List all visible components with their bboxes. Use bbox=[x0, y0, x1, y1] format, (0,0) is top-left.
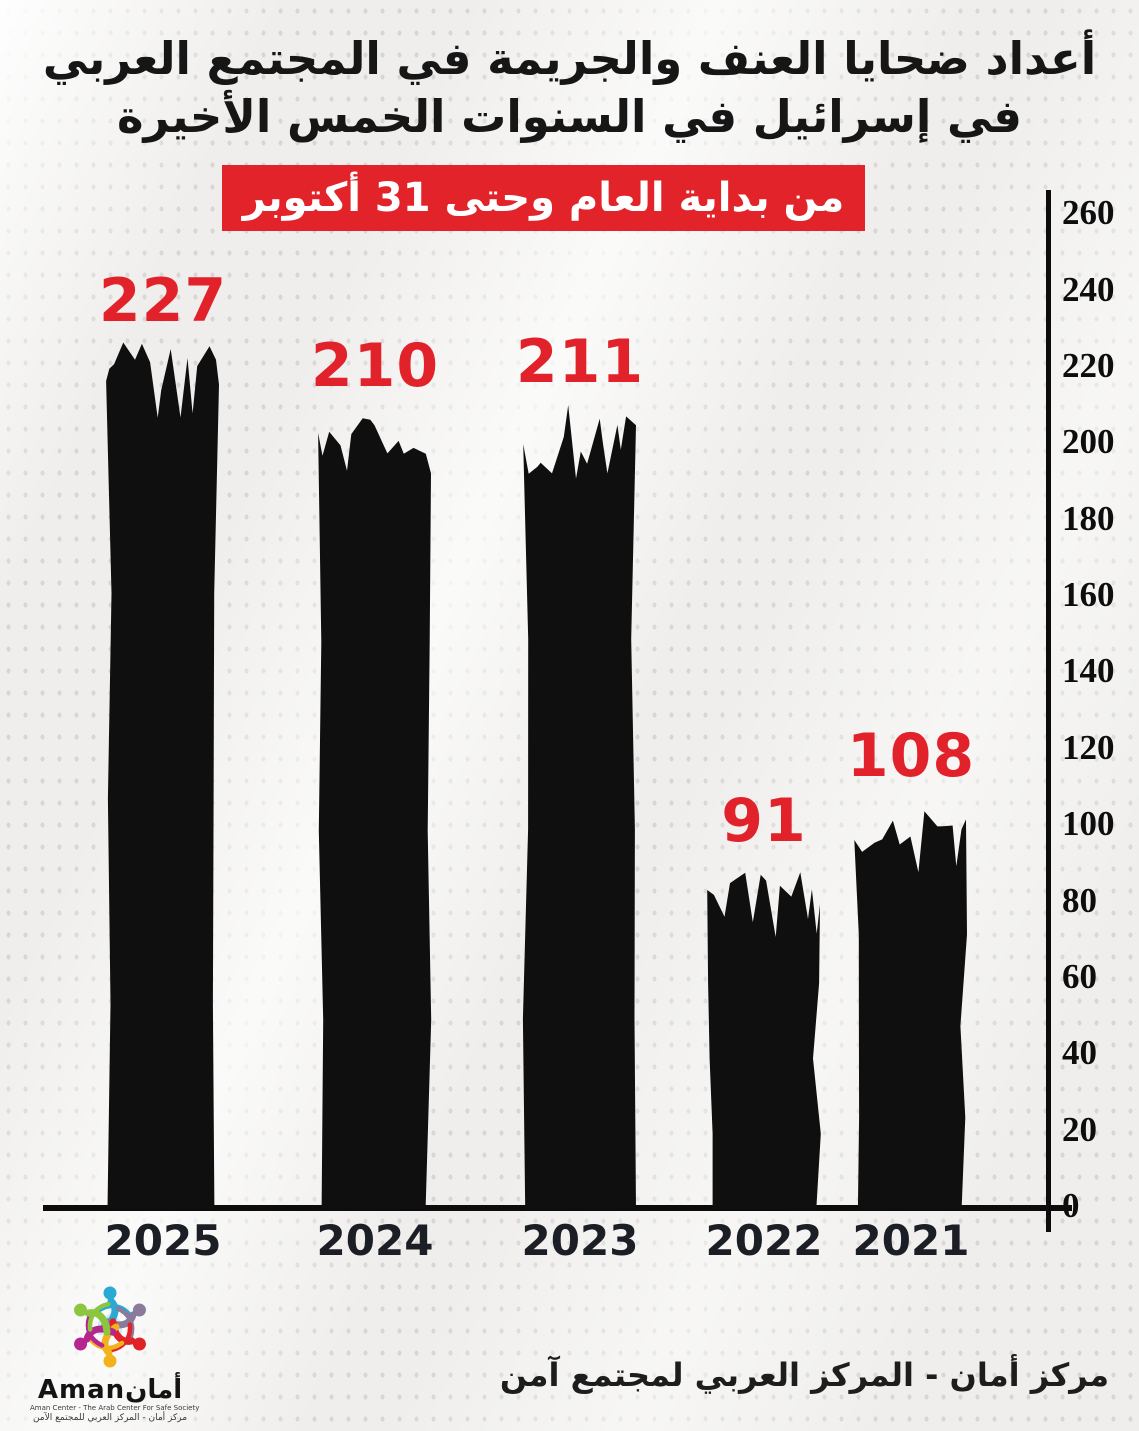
logo-tagline-ar: مركز أمان - المركز العربي للمجتمع الآمن bbox=[32, 1413, 188, 1423]
footer-credit: مركز أمان - المركز العربي لمجتمع آمن bbox=[499, 1356, 1109, 1394]
bar-value-label: 210 bbox=[310, 331, 440, 401]
x-axis-category-label: 2021 bbox=[852, 1216, 970, 1265]
y-axis-tick-label: 80 bbox=[1062, 881, 1097, 920]
y-axis-tick-label: 180 bbox=[1062, 499, 1115, 538]
y-axis-tick-label: 160 bbox=[1062, 575, 1115, 614]
bar-2022 bbox=[707, 872, 821, 1209]
y-axis-tick-label: 20 bbox=[1062, 1110, 1097, 1149]
y-axis-tick-label: 60 bbox=[1062, 957, 1097, 996]
y-axis-tick-label: 140 bbox=[1062, 651, 1115, 690]
logo-brand-text: Amanأمان bbox=[37, 1375, 183, 1405]
bar-2025 bbox=[106, 342, 219, 1209]
bar-2024 bbox=[318, 418, 432, 1209]
bar-2021 bbox=[854, 811, 967, 1209]
x-axis-category-label: 2025 bbox=[104, 1216, 222, 1265]
bar-2023 bbox=[522, 405, 636, 1209]
y-axis-tick-label: 240 bbox=[1062, 270, 1115, 309]
y-axis-tick-label: 200 bbox=[1062, 422, 1115, 461]
y-axis-tick-label: 260 bbox=[1062, 193, 1115, 232]
bar-value-label: 227 bbox=[98, 266, 228, 336]
bar-value-label: 211 bbox=[515, 327, 645, 397]
logo-figures-icon bbox=[74, 1286, 146, 1368]
x-axis-category-label: 2023 bbox=[521, 1216, 639, 1265]
aman-logo: Amanأمان Aman Center - The Arab Center F… bbox=[30, 1280, 200, 1428]
y-axis-line bbox=[1046, 190, 1051, 1232]
logo-tagline-en: Aman Center - The Arab Center For Safe S… bbox=[30, 1404, 200, 1412]
bar-value-label: 91 bbox=[721, 786, 807, 856]
y-axis-tick-label: 100 bbox=[1062, 804, 1115, 843]
y-axis-tick-label: 120 bbox=[1062, 728, 1115, 767]
x-axis-category-label: 2024 bbox=[316, 1216, 434, 1265]
y-axis-tick-label: 0 bbox=[1062, 1186, 1080, 1225]
bar-value-label: 108 bbox=[846, 721, 976, 791]
y-axis-tick-label: 40 bbox=[1062, 1033, 1097, 1072]
y-axis-tick-label: 220 bbox=[1062, 346, 1115, 385]
